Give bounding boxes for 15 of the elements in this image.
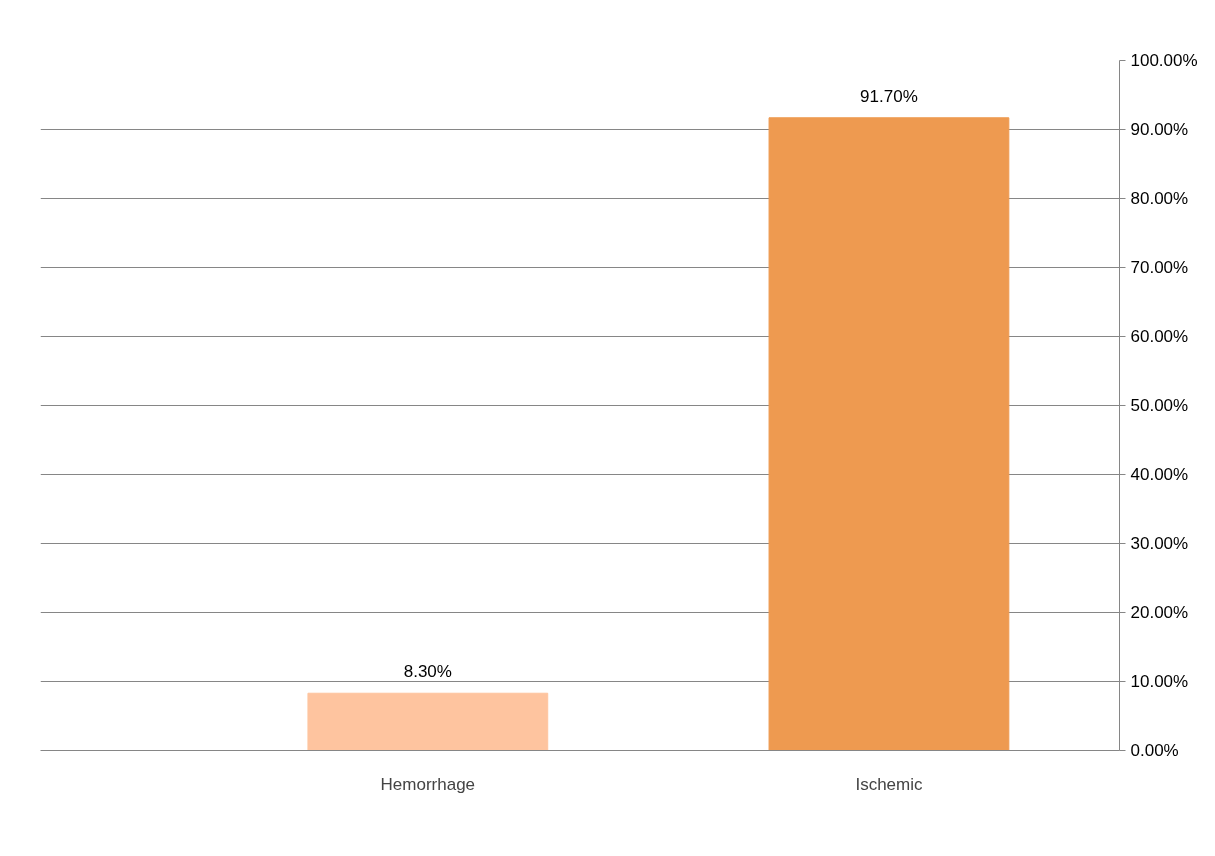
y-tick-label: 70.00% (1130, 258, 1189, 277)
y-tick-label: 10.00% (1130, 672, 1189, 691)
y-tick-label: 100.00% (1130, 51, 1198, 70)
y-tick-label: 50.00% (1130, 396, 1189, 415)
x-tick-label: Hemorrhage (380, 774, 476, 794)
y-tick-label: 20.00% (1130, 603, 1189, 622)
y-tick-label: 0.00% (1130, 741, 1179, 760)
y-tick-label: 90.00% (1130, 120, 1189, 139)
y-tick-label: 30.00% (1130, 534, 1189, 553)
data-label: 91.70% (860, 86, 918, 106)
x-tick-label: Ischemic (855, 774, 923, 794)
data-label: 8.30% (403, 662, 452, 682)
y-tick-label: 40.00% (1130, 465, 1189, 484)
y-tick-label: 60.00% (1130, 327, 1189, 346)
y-tick-label: 80.00% (1130, 189, 1189, 208)
